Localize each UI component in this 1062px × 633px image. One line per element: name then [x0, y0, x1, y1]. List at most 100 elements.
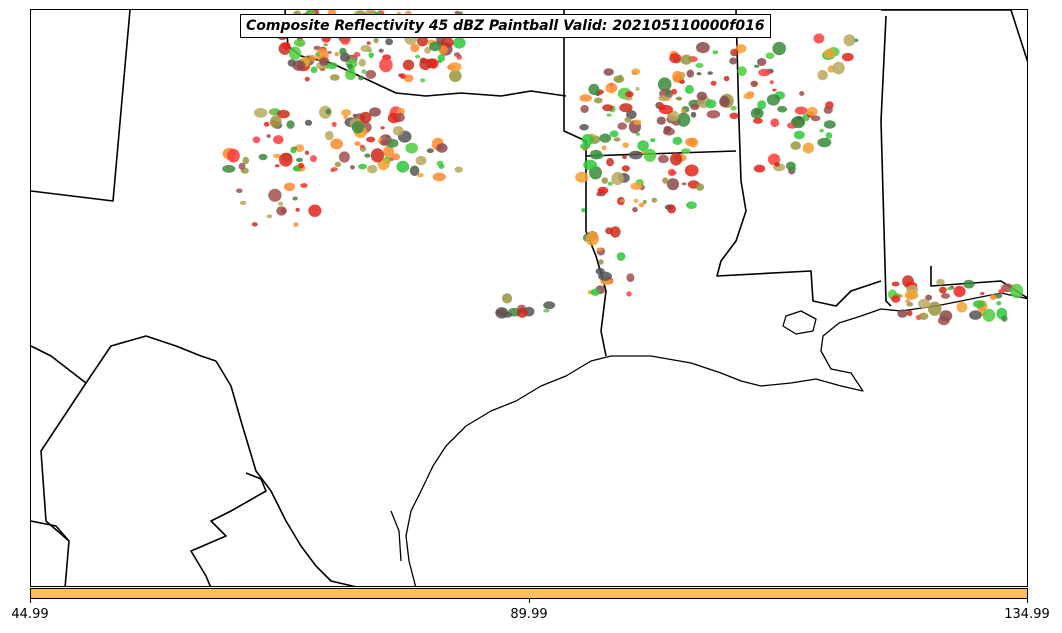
reflectivity-blob — [658, 95, 668, 102]
reflectivity-blob — [706, 110, 721, 119]
reflectivity-blob — [419, 58, 432, 71]
mexico-interior-1 — [40, 382, 87, 586]
reflectivity-blob — [719, 95, 730, 108]
reflectivity-blob — [626, 110, 637, 120]
la-lake — [782, 310, 817, 335]
reflectivity-blob — [980, 292, 985, 295]
reflectivity-blob — [350, 165, 355, 170]
reflectivity-blob — [383, 145, 395, 158]
reflectivity-blob — [596, 247, 602, 252]
reflectivity-blob — [684, 164, 699, 177]
reflectivity-blob — [621, 165, 630, 172]
reflectivity-blob — [684, 84, 695, 94]
reflectivity-blob — [637, 140, 649, 152]
reflectivity-blob — [940, 293, 951, 299]
reflectivity-blob — [286, 120, 295, 129]
reflectivity-blob — [675, 96, 682, 101]
reflectivity-blob — [686, 69, 695, 78]
reflectivity-blob — [236, 188, 243, 193]
reflectivity-blob — [410, 43, 420, 53]
map-panel — [30, 9, 1028, 587]
reflectivity-blob — [597, 186, 609, 195]
reflectivity-blob — [606, 113, 612, 117]
state-border-nm-tx — [31, 335, 217, 384]
reflectivity-blob — [631, 68, 641, 76]
reflectivity-blob — [633, 198, 639, 203]
reflectivity-blob — [343, 115, 349, 120]
reflectivity-blob — [579, 94, 592, 102]
reflectivity-blob — [266, 214, 273, 219]
reflectivity-blob — [819, 128, 824, 133]
reflectivity-blob — [651, 197, 658, 203]
reflectivity-blob — [769, 80, 774, 85]
reflectivity-blob — [588, 83, 600, 95]
reflectivity-blob — [282, 42, 291, 50]
state-border-ar-west — [563, 10, 587, 231]
state-border-river — [716, 10, 882, 307]
reflectivity-blob — [295, 207, 300, 212]
reflectivity-blob — [420, 78, 426, 83]
reflectivity-blob — [662, 177, 669, 184]
reflectivity-blob — [665, 89, 671, 96]
reflectivity-blob — [385, 38, 393, 46]
reflectivity-blob — [359, 111, 372, 124]
reflectivity-blob — [399, 73, 406, 79]
reflectivity-blob — [669, 53, 682, 64]
reflectivity-blob — [613, 75, 625, 83]
reflectivity-blob — [676, 112, 691, 127]
reflectivity-blob — [238, 162, 246, 170]
reflectivity-blob — [1010, 283, 1024, 299]
reflectivity-blob — [347, 63, 353, 70]
reflectivity-blob — [635, 86, 640, 91]
reflectivity-blob — [605, 82, 618, 94]
reflectivity-blob — [906, 310, 913, 317]
reflectivity-blob — [696, 42, 710, 54]
reflectivity-blob — [352, 113, 357, 118]
reflectivity-blob — [925, 294, 933, 301]
reflectivity-blob — [695, 183, 705, 191]
reflectivity-blob — [582, 146, 588, 151]
colorbar-tick-max — [1027, 599, 1028, 603]
reflectivity-blob — [277, 109, 290, 119]
reflectivity-blob — [622, 155, 627, 160]
reflectivity-blob — [730, 105, 737, 111]
reflectivity-blob — [638, 202, 645, 208]
reflectivity-blob — [737, 66, 747, 77]
reflectivity-blob — [361, 69, 367, 74]
reflectivity-blob — [273, 153, 281, 159]
reflectivity-blob — [454, 166, 463, 173]
reflectivity-blob — [642, 199, 647, 205]
reflectivity-blob — [695, 63, 704, 68]
reflectivity-blob — [319, 57, 330, 66]
reflectivity-blob — [598, 259, 604, 265]
reflectivity-blob — [331, 121, 337, 127]
reflectivity-blob — [366, 41, 371, 45]
reflectivity-blob — [963, 279, 975, 289]
reflectivity-blob — [753, 117, 763, 124]
reflectivity-blob — [606, 158, 614, 167]
reflectivity-blob — [657, 77, 672, 92]
reflectivity-blob — [458, 11, 463, 15]
reflectivity-blob — [624, 116, 632, 123]
reflectivity-blob — [823, 48, 836, 59]
reflectivity-blob — [603, 68, 614, 76]
reflectivity-blob — [441, 37, 454, 48]
reflectivity-blob — [292, 60, 306, 71]
reflectivity-blob — [392, 153, 401, 161]
reflectivity-blob — [774, 162, 780, 167]
reflectivity-blob — [436, 143, 448, 153]
reflectivity-blob — [378, 48, 384, 53]
colorbar — [30, 588, 1028, 599]
reflectivity-blob — [358, 75, 364, 81]
reflectivity-blob — [293, 222, 299, 228]
reflectivity-blob — [367, 164, 378, 174]
reflectivity-blob — [274, 164, 280, 168]
colorbar-tick-min — [30, 599, 31, 603]
reflectivity-blob — [601, 177, 608, 184]
reflectivity-blob — [712, 50, 719, 55]
reflectivity-blob — [417, 173, 424, 178]
reflectivity-blob — [227, 148, 240, 163]
reflectivity-blob — [339, 47, 347, 56]
reflectivity-blob — [622, 142, 629, 148]
reflectivity-blob — [298, 162, 304, 169]
